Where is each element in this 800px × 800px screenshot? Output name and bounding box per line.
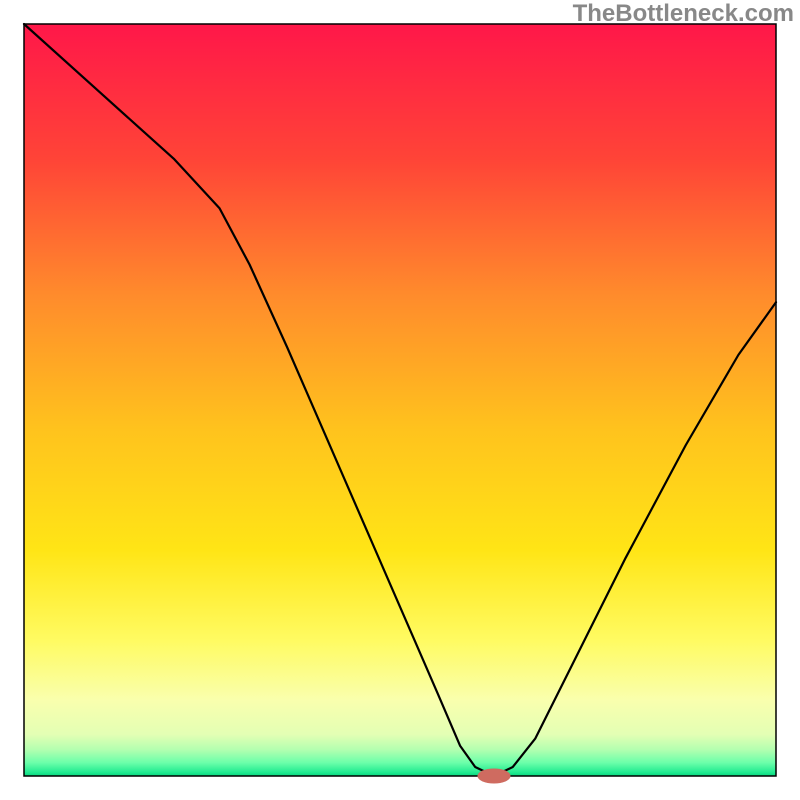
plot-background	[24, 24, 776, 776]
chart-container: TheBottleneck.com	[0, 0, 800, 800]
optimal-marker	[477, 768, 510, 783]
bottleneck-chart	[0, 0, 800, 800]
watermark-text: TheBottleneck.com	[573, 0, 794, 28]
